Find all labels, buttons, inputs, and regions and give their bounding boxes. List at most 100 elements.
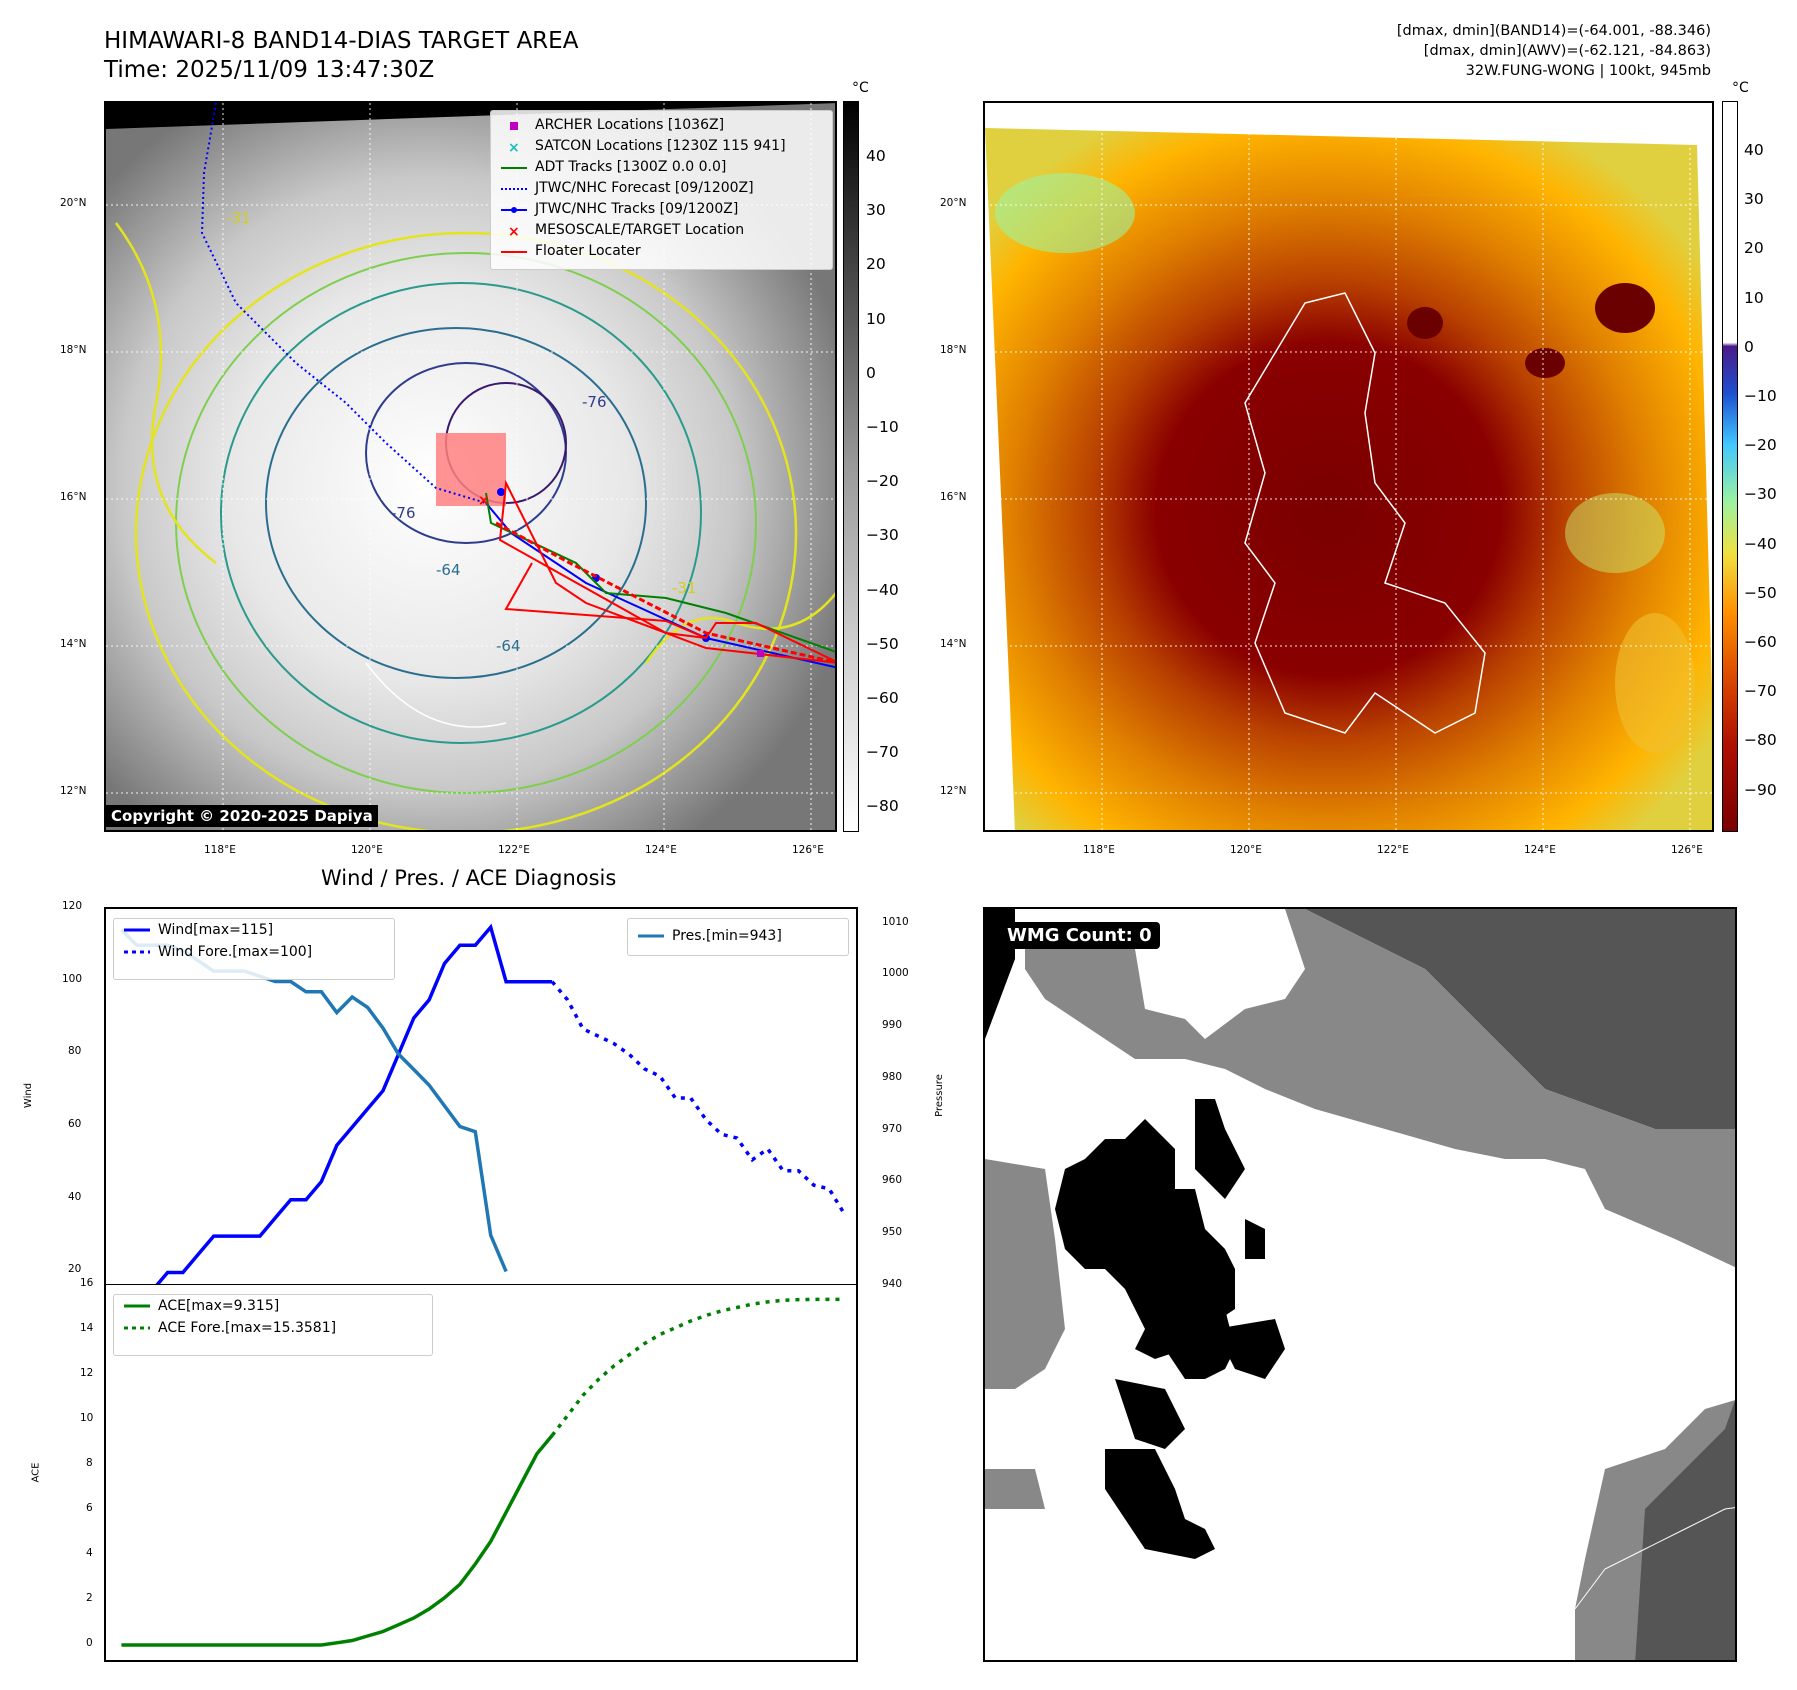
legend-wind: Wind[max=115] [158,922,274,938]
legend-wind-fore: Wind Fore.[max=100] [158,944,313,960]
info-storm: 32W.FUNG-WONG | 100kt, 945mb [1465,63,1711,79]
page-subtitle-time: Time: 2025/11/09 13:47:30Z [104,57,435,83]
legend-item: ADT Tracks [1300Z 0.0 0.0] [491,157,832,178]
pressure-y-tick: 950 [882,1226,903,1239]
lon-tick: 118°E [1083,844,1115,856]
colorbar-tick: −40 [1744,534,1777,553]
target-area-box [436,433,506,506]
ace-y-tick: 14 [80,1322,94,1334]
coastline [1244,292,1486,734]
ace-y-tick: 6 [86,1502,93,1514]
mesoscale-marker: × [478,493,490,509]
contour-label: -76 [391,504,416,522]
legend-label: MESOSCALE/TARGET Location [535,222,745,238]
legend-ace-fore: ACE Fore.[max=15.3581] [158,1320,337,1336]
legend-item: × SATCON Locations [1230Z 115 941] [491,136,832,157]
contour-label: -31 [672,579,697,597]
ace-y-tick: 8 [86,1457,93,1469]
lon-tick: 120°E [1230,844,1262,856]
colorbar-tick: 20 [866,255,886,274]
ace-legend: ACE[max=9.315] ACE Fore.[max=15.3581] [113,1294,433,1356]
info-awv: [dmax, dmin](AWV)=(-62.121, -84.863) [1423,43,1711,59]
series-line-1 [396,923,553,1056]
colorbar-tick: 40 [866,147,886,165]
wind-y-tick: 60 [68,1118,82,1131]
ace-y-tick: 10 [80,1412,94,1424]
colorbar-tick: −10 [1744,387,1777,405]
lon-tick: 124°E [1524,844,1556,856]
diag-title: Wind / Pres. / ACE Diagnosis [321,866,617,890]
contour-label: -64 [496,637,521,655]
wind-y-tick: 80 [68,1045,82,1058]
colorbar-tick: −80 [1744,731,1777,750]
jtwc-forecast-track [200,103,487,504]
ace-plot: ACE[max=9.315] ACE Fore.[max=15.3581] [104,1284,858,1662]
lat-tick: 14°N [940,638,967,650]
pressure-y-tick: 1000 [882,967,909,980]
lon-tick: 122°E [1377,844,1409,856]
solid-line-icon [501,251,527,253]
awv-satellite-image [985,103,1712,830]
colorbar-tick: 10 [1744,288,1764,307]
dotted-line-icon [501,188,527,190]
lon-tick: 126°E [1671,844,1703,856]
pressure-y-tick: 940 [882,1278,903,1290]
wind-y-tick: 100 [62,972,83,985]
lat-tick: 16°N [940,491,967,503]
legend-label: SATCON Locations [1230Z 115 941] [535,138,786,154]
colorbar-tick: −20 [866,472,899,491]
lat-tick: 18°N [60,344,87,356]
colorbar-tick: −60 [1744,633,1777,651]
legend-item: JTWC/NHC Tracks [09/1200Z] [491,199,832,220]
colorbar-tick: −10 [866,418,899,436]
ace-y-tick: 0 [86,1637,93,1649]
lon-tick: 126°E [792,844,824,856]
wind-y-tick: 120 [62,900,83,912]
pressure-y-tick: 990 [882,1019,903,1032]
pressure-y-tick: 960 [882,1174,903,1187]
awv-satellite-map [983,101,1714,832]
colorbar-tick: −50 [866,634,899,653]
legend-item: JTWC/NHC Forecast [09/1200Z] [491,178,832,199]
colorbar-tick: −80 [866,797,899,816]
lon-tick: 124°E [645,844,677,856]
ir-colorbar-unit: °C [852,80,869,96]
square-marker-icon [510,122,518,130]
ace-y-tick: 16 [80,1277,94,1289]
pressure-y-tick: 980 [882,1070,903,1083]
wind-axis-label: Wind [23,1082,35,1109]
legend-item: ARCHER Locations [1036Z] [491,115,832,136]
pres-legend: Pres.[min=943] [627,918,849,956]
solid-line-icon [501,167,527,169]
svg-text:×: × [508,224,520,240]
x-marker-icon: × [508,224,520,240]
awv-colorbar [1722,101,1738,832]
colorbar-tick: 0 [866,363,876,382]
line-dot-icon [501,207,527,213]
lon-tick: 120°E [351,844,383,856]
lon-tick: 122°E [498,844,530,856]
ace-svg [121,1297,845,1647]
lat-tick: 20°N [60,197,87,209]
colorbar-tick: 10 [866,309,886,328]
legend-pres: Pres.[min=943] [672,928,782,944]
copyright-label: Copyright © 2020-2025 Dapiya [106,805,378,827]
awv-colorbar-unit: °C [1732,80,1749,96]
pressure-y-tick: 970 [882,1122,903,1135]
colorbar-tick: −20 [1744,436,1777,455]
legend-item: Floater Locater [491,241,832,262]
svg-text:×: × [508,140,520,156]
ace-y-tick: 4 [86,1547,93,1559]
colorbar-tick: −30 [1744,485,1777,504]
ace-line-0 [121,1434,554,1647]
colorbar-tick: 20 [1744,239,1764,258]
wmg-map: WMG Count: 0 [983,907,1737,1662]
series-line-2 [550,980,847,1216]
archer-marker [757,650,764,657]
ace-y-tick: 2 [86,1592,93,1604]
legend-label: JTWC/NHC Forecast [09/1200Z] [535,180,754,196]
lat-tick: 14°N [60,638,87,650]
ace-line-1 [550,1297,845,1437]
contour-label: -64 [436,561,461,579]
lat-tick: 20°N [940,197,967,209]
